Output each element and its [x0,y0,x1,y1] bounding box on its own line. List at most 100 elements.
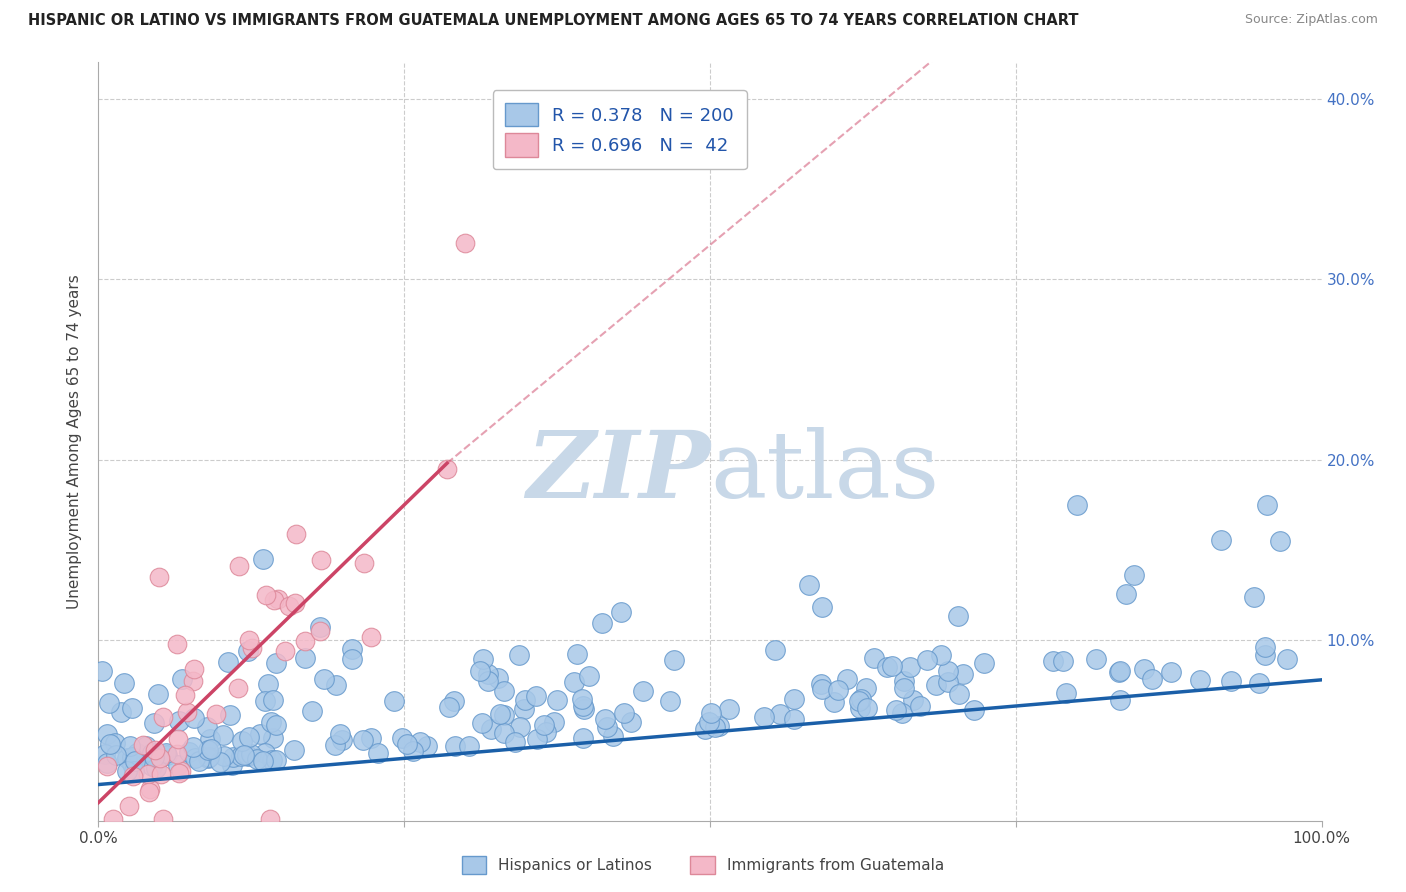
Point [1220,674,1243,689]
Point [769,707,792,722]
Point [856,700,879,714]
Point [170,764,193,779]
Point [329,727,352,741]
Point [110,705,132,719]
Point [221,758,243,772]
Point [1254,640,1277,654]
Point [309,624,332,639]
Point [810,681,832,696]
Point [179,745,201,759]
Point [197,742,219,756]
Point [141,746,163,760]
Point [253,747,276,761]
Point [309,553,332,567]
Point [309,620,332,634]
Point [236,748,259,763]
Point [546,693,568,707]
Point [936,664,959,678]
Point [252,552,274,566]
Point [382,694,405,708]
Point [898,660,921,674]
Point [167,732,190,747]
Point [121,750,143,764]
Point [752,710,775,724]
Point [494,707,516,722]
Point [212,748,235,763]
Point [156,747,179,762]
Point [948,687,970,701]
Point [262,731,284,745]
Point [415,739,437,754]
Point [783,692,806,706]
Point [436,461,458,475]
Point [172,672,194,686]
Y-axis label: Unemployment Among Ages 65 to 74 years: Unemployment Among Ages 65 to 74 years [67,274,83,609]
Point [166,637,188,651]
Point [266,656,288,670]
Point [863,651,886,665]
Point [121,769,143,783]
Point [454,235,477,250]
Point [93,747,115,762]
Point [169,765,191,780]
Point [526,731,548,746]
Point [323,739,346,753]
Point [197,749,219,764]
Point [124,764,146,779]
Point [827,682,849,697]
Point [591,616,613,631]
Point [150,766,173,780]
Point [835,672,858,686]
Point [610,605,633,619]
Point [342,642,364,657]
Point [443,739,465,753]
Point [277,599,299,613]
Point [127,746,149,760]
Point [593,712,616,726]
Point [468,665,491,679]
Point [252,754,274,768]
Point [401,744,423,758]
Point [197,750,219,764]
Point [811,600,834,615]
Point [929,648,952,662]
Point [1108,665,1130,679]
Point [1140,672,1163,686]
Point [477,673,499,688]
Point [596,720,619,734]
Point [1209,533,1232,548]
Point [893,673,915,688]
Point [228,558,250,573]
Point [105,747,128,762]
Point [198,732,221,747]
Point [166,757,188,772]
Point [1189,673,1212,687]
Point [96,756,118,770]
Point [492,683,515,698]
Point [236,644,259,658]
Point [96,727,118,741]
Point [477,667,499,681]
Point [264,718,287,732]
Point [145,761,167,775]
Point [880,659,903,673]
Point [513,702,536,716]
Point [391,731,413,746]
Point [571,731,593,745]
Point [1108,664,1130,678]
Point [146,688,169,702]
Point [152,812,174,826]
Point [524,690,547,704]
Point [1275,652,1298,666]
Point [849,701,872,715]
Point [479,723,502,737]
Point [1085,652,1108,666]
Point [571,691,593,706]
Point [148,570,170,584]
Point [693,723,716,737]
Point [183,711,205,725]
Point [260,714,283,729]
Point [457,739,479,753]
Point [98,737,121,751]
Point [910,699,932,714]
